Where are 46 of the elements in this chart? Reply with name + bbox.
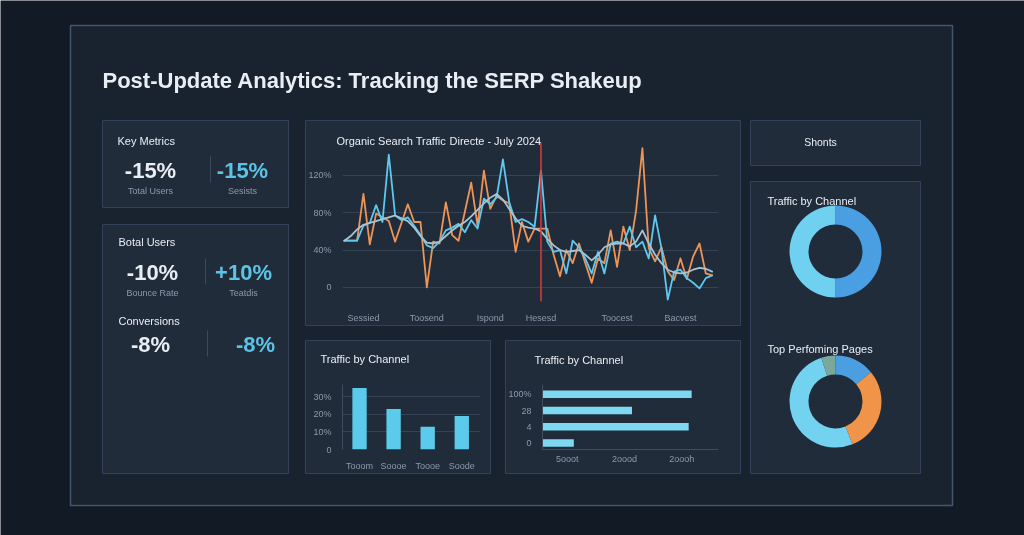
y-tick-label: 28 [521,405,532,416]
x-tick-label: Soode [448,460,475,471]
text: -8% [130,332,171,357]
y-tick-label: 4 [526,421,532,432]
text: Teatdis [229,287,259,298]
text: Key Metrics [117,134,176,147]
text: 2oooh [669,453,695,464]
y-tick-label: 0 [326,282,332,293]
text: -8% [235,332,276,357]
text: Conversions [118,314,181,327]
y-tick-label: 100% [508,389,532,400]
text: Sesists [228,185,258,196]
text: Bounce Rate [126,287,179,298]
y-tick-label: 0 [326,444,332,455]
text: -15% [216,158,269,183]
x-tick-label: Toosend [409,312,444,323]
text: 5ooot [555,453,579,464]
x-tick-label: Sessied [347,312,380,323]
x-tick-label: Soooe [380,460,407,471]
y-tick-label: 30% [313,391,332,402]
x-tick-label: Ispond [476,312,504,323]
x-tick-label: Toooe [415,460,440,471]
text: -15% [124,158,177,183]
chart-title: Traffic by Channel [534,353,624,366]
x-tick-label: Bacvest [664,312,697,323]
y-tick-label: 80% [313,207,332,218]
text: Botal Users [118,235,176,248]
text: -10% [126,260,179,285]
chart-title: Traffic by Channel [767,194,857,207]
text: Total Users [127,185,174,196]
text: +10% [215,260,272,285]
text: Post-Update Analytics: Tracking the SERP Shakeup [102,68,642,93]
text: 2oood [611,453,638,464]
chart-title: Top Perfoming Pages [767,342,874,355]
y-tick-label: 10% [313,426,332,437]
chart-subtitle: Directe - July 2024 [449,134,542,147]
x-tick-label: Tooom [346,460,374,471]
y-tick-label: 120% [308,170,332,181]
x-tick-label: Toocest [601,312,634,323]
text: Shonts [804,135,837,148]
y-tick-label: 20% [313,409,332,420]
x-tick-label: Hesesd [525,312,557,323]
y-tick-label: 40% [313,245,332,256]
chart-title: Traffic by Channel [320,352,410,365]
y-tick-label: 0 [526,438,532,448]
chart-title: Organic Search Traffic [336,134,447,147]
